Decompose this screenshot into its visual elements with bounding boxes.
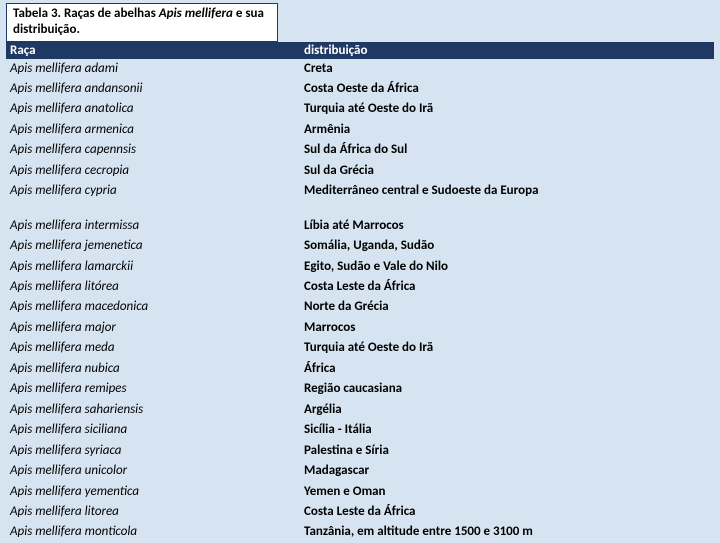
table-row: Apis mellifera sahariensisArgélia bbox=[6, 400, 714, 420]
cell-dist: Costa Leste da África bbox=[300, 277, 714, 297]
cell-race: Apis mellifera syriaca bbox=[6, 441, 300, 461]
cell-dist: Sul da Grécia bbox=[300, 161, 714, 181]
cell-dist: Turquia até Oeste do Irã bbox=[300, 338, 714, 358]
cell-race: Apis mellifera litórea bbox=[6, 277, 300, 297]
cell-dist: Turquia até Oeste do Irã bbox=[300, 99, 714, 119]
table-row: Apis mellifera anatolicaTurquia até Oest… bbox=[6, 99, 714, 119]
cell-dist: Norte da Grécia bbox=[300, 297, 714, 317]
table-header-row: Raça distribuição bbox=[6, 42, 714, 59]
cell-dist: Creta bbox=[300, 59, 714, 79]
cell-race: Apis mellifera armenica bbox=[6, 120, 300, 140]
group-gap bbox=[0, 202, 720, 216]
cell-race: Apis mellifera cypria bbox=[6, 181, 300, 201]
table-row: Apis mellifera nubicaÁfrica bbox=[6, 359, 714, 379]
cell-dist: Madagascar bbox=[300, 461, 714, 481]
cell-dist: Líbia até Marrocos bbox=[300, 216, 714, 236]
header-dist: distribuição bbox=[300, 42, 714, 59]
cell-dist: Egito, Sudão e Vale do Nilo bbox=[300, 257, 714, 277]
cell-race: Apis mellifera remipes bbox=[6, 379, 300, 399]
table-row: Apis mellifera majorMarrocos bbox=[6, 318, 714, 338]
cell-dist: Região caucasiana bbox=[300, 379, 714, 399]
cell-dist: Sicília - Itália bbox=[300, 420, 714, 440]
header-race: Raça bbox=[6, 42, 300, 59]
cell-dist: Mediterrâneo central e Sudoeste da Europ… bbox=[300, 181, 714, 201]
cell-race: Apis mellifera lamarckii bbox=[6, 257, 300, 277]
cell-race: Apis mellifera andansonii bbox=[6, 79, 300, 99]
cell-race: Apis mellifera cecropia bbox=[6, 161, 300, 181]
table-row: Apis mellifera unicolorMadagascar bbox=[6, 461, 714, 481]
cell-race: Apis mellifera macedonica bbox=[6, 297, 300, 317]
cell-race: Apis mellifera nubica bbox=[6, 359, 300, 379]
table-row: Apis mellifera lamarckiiEgito, Sudão e V… bbox=[6, 257, 714, 277]
cell-dist: África bbox=[300, 359, 714, 379]
cell-dist: Sul da África do Sul bbox=[300, 140, 714, 160]
caption-prefix: Tabela 3. Raças de abelhas bbox=[13, 6, 159, 21]
cell-race: Apis mellifera jemenetica bbox=[6, 236, 300, 256]
table-row: Apis mellifera adamiCreta bbox=[6, 59, 714, 79]
cell-race: Apis mellifera major bbox=[6, 318, 300, 338]
cell-dist: Costa Leste da África bbox=[300, 502, 714, 522]
cell-race: Apis mellifera unicolor bbox=[6, 461, 300, 481]
cell-dist: Argélia bbox=[300, 400, 714, 420]
cell-dist: Costa Oeste da África bbox=[300, 79, 714, 99]
cell-race: Apis mellifera sahariensis bbox=[6, 400, 300, 420]
table-row: Apis mellifera armenicaArmênia bbox=[6, 120, 714, 140]
cell-dist: Marrocos bbox=[300, 318, 714, 338]
table-row: Apis mellifera macedonicaNorte da Grécia bbox=[6, 297, 714, 317]
table-row: Apis mellifera intermissaLíbia até Marro… bbox=[6, 216, 714, 236]
table-row: Apis mellifera medaTurquia até Oeste do … bbox=[6, 338, 714, 358]
cell-race: Apis mellifera adami bbox=[6, 59, 300, 79]
group-1: Apis mellifera adamiCretaApis mellifera … bbox=[6, 59, 714, 202]
cell-race: Apis mellifera siciliana bbox=[6, 420, 300, 440]
cell-race: Apis mellifera anatolica bbox=[6, 99, 300, 119]
table-row: Apis mellifera cypriaMediterrâneo centra… bbox=[6, 181, 714, 201]
table-row: Apis mellifera jemeneticaSomália, Uganda… bbox=[6, 236, 714, 256]
table-row: Apis mellifera syriacaPalestina e Síria bbox=[6, 441, 714, 461]
table-row: Apis mellifera remipesRegião caucasiana bbox=[6, 379, 714, 399]
table-row: Apis mellifera andansoniiCosta Oeste da … bbox=[6, 79, 714, 99]
table-container: Tabela 3. Raças de abelhas Apis mellifer… bbox=[0, 3, 720, 543]
cell-race: Apis mellifera capennsis bbox=[6, 140, 300, 160]
cell-dist: Palestina e Síria bbox=[300, 441, 714, 461]
cell-race: Apis mellifera intermissa bbox=[6, 216, 300, 236]
table-row: Apis mellifera capennsisSul da África do… bbox=[6, 140, 714, 160]
table-row: Apis mellifera cecropiaSul da Grécia bbox=[6, 161, 714, 181]
table-row: Apis mellifera litoreaCosta Leste da Áfr… bbox=[6, 502, 714, 522]
caption-italic: Apis mellifera bbox=[159, 6, 233, 21]
cell-race: Apis mellifera yementica bbox=[6, 482, 300, 502]
cell-race: Apis mellifera meda bbox=[6, 338, 300, 358]
cell-race: Apis mellifera litorea bbox=[6, 502, 300, 522]
table-row: Apis mellifera yementicaYemen e Oman bbox=[6, 482, 714, 502]
table-row: Apis mellifera sicilianaSicília - Itália bbox=[6, 420, 714, 440]
table-row: Apis mellifera litóreaCosta Leste da Áfr… bbox=[6, 277, 714, 297]
cell-dist: Somália, Uganda, Sudão bbox=[300, 236, 714, 256]
cell-dist: Armênia bbox=[300, 120, 714, 140]
group-2: Apis mellifera intermissaLíbia até Marro… bbox=[6, 216, 714, 543]
table-caption: Tabela 3. Raças de abelhas Apis mellifer… bbox=[6, 3, 278, 42]
cell-dist: Yemen e Oman bbox=[300, 482, 714, 502]
